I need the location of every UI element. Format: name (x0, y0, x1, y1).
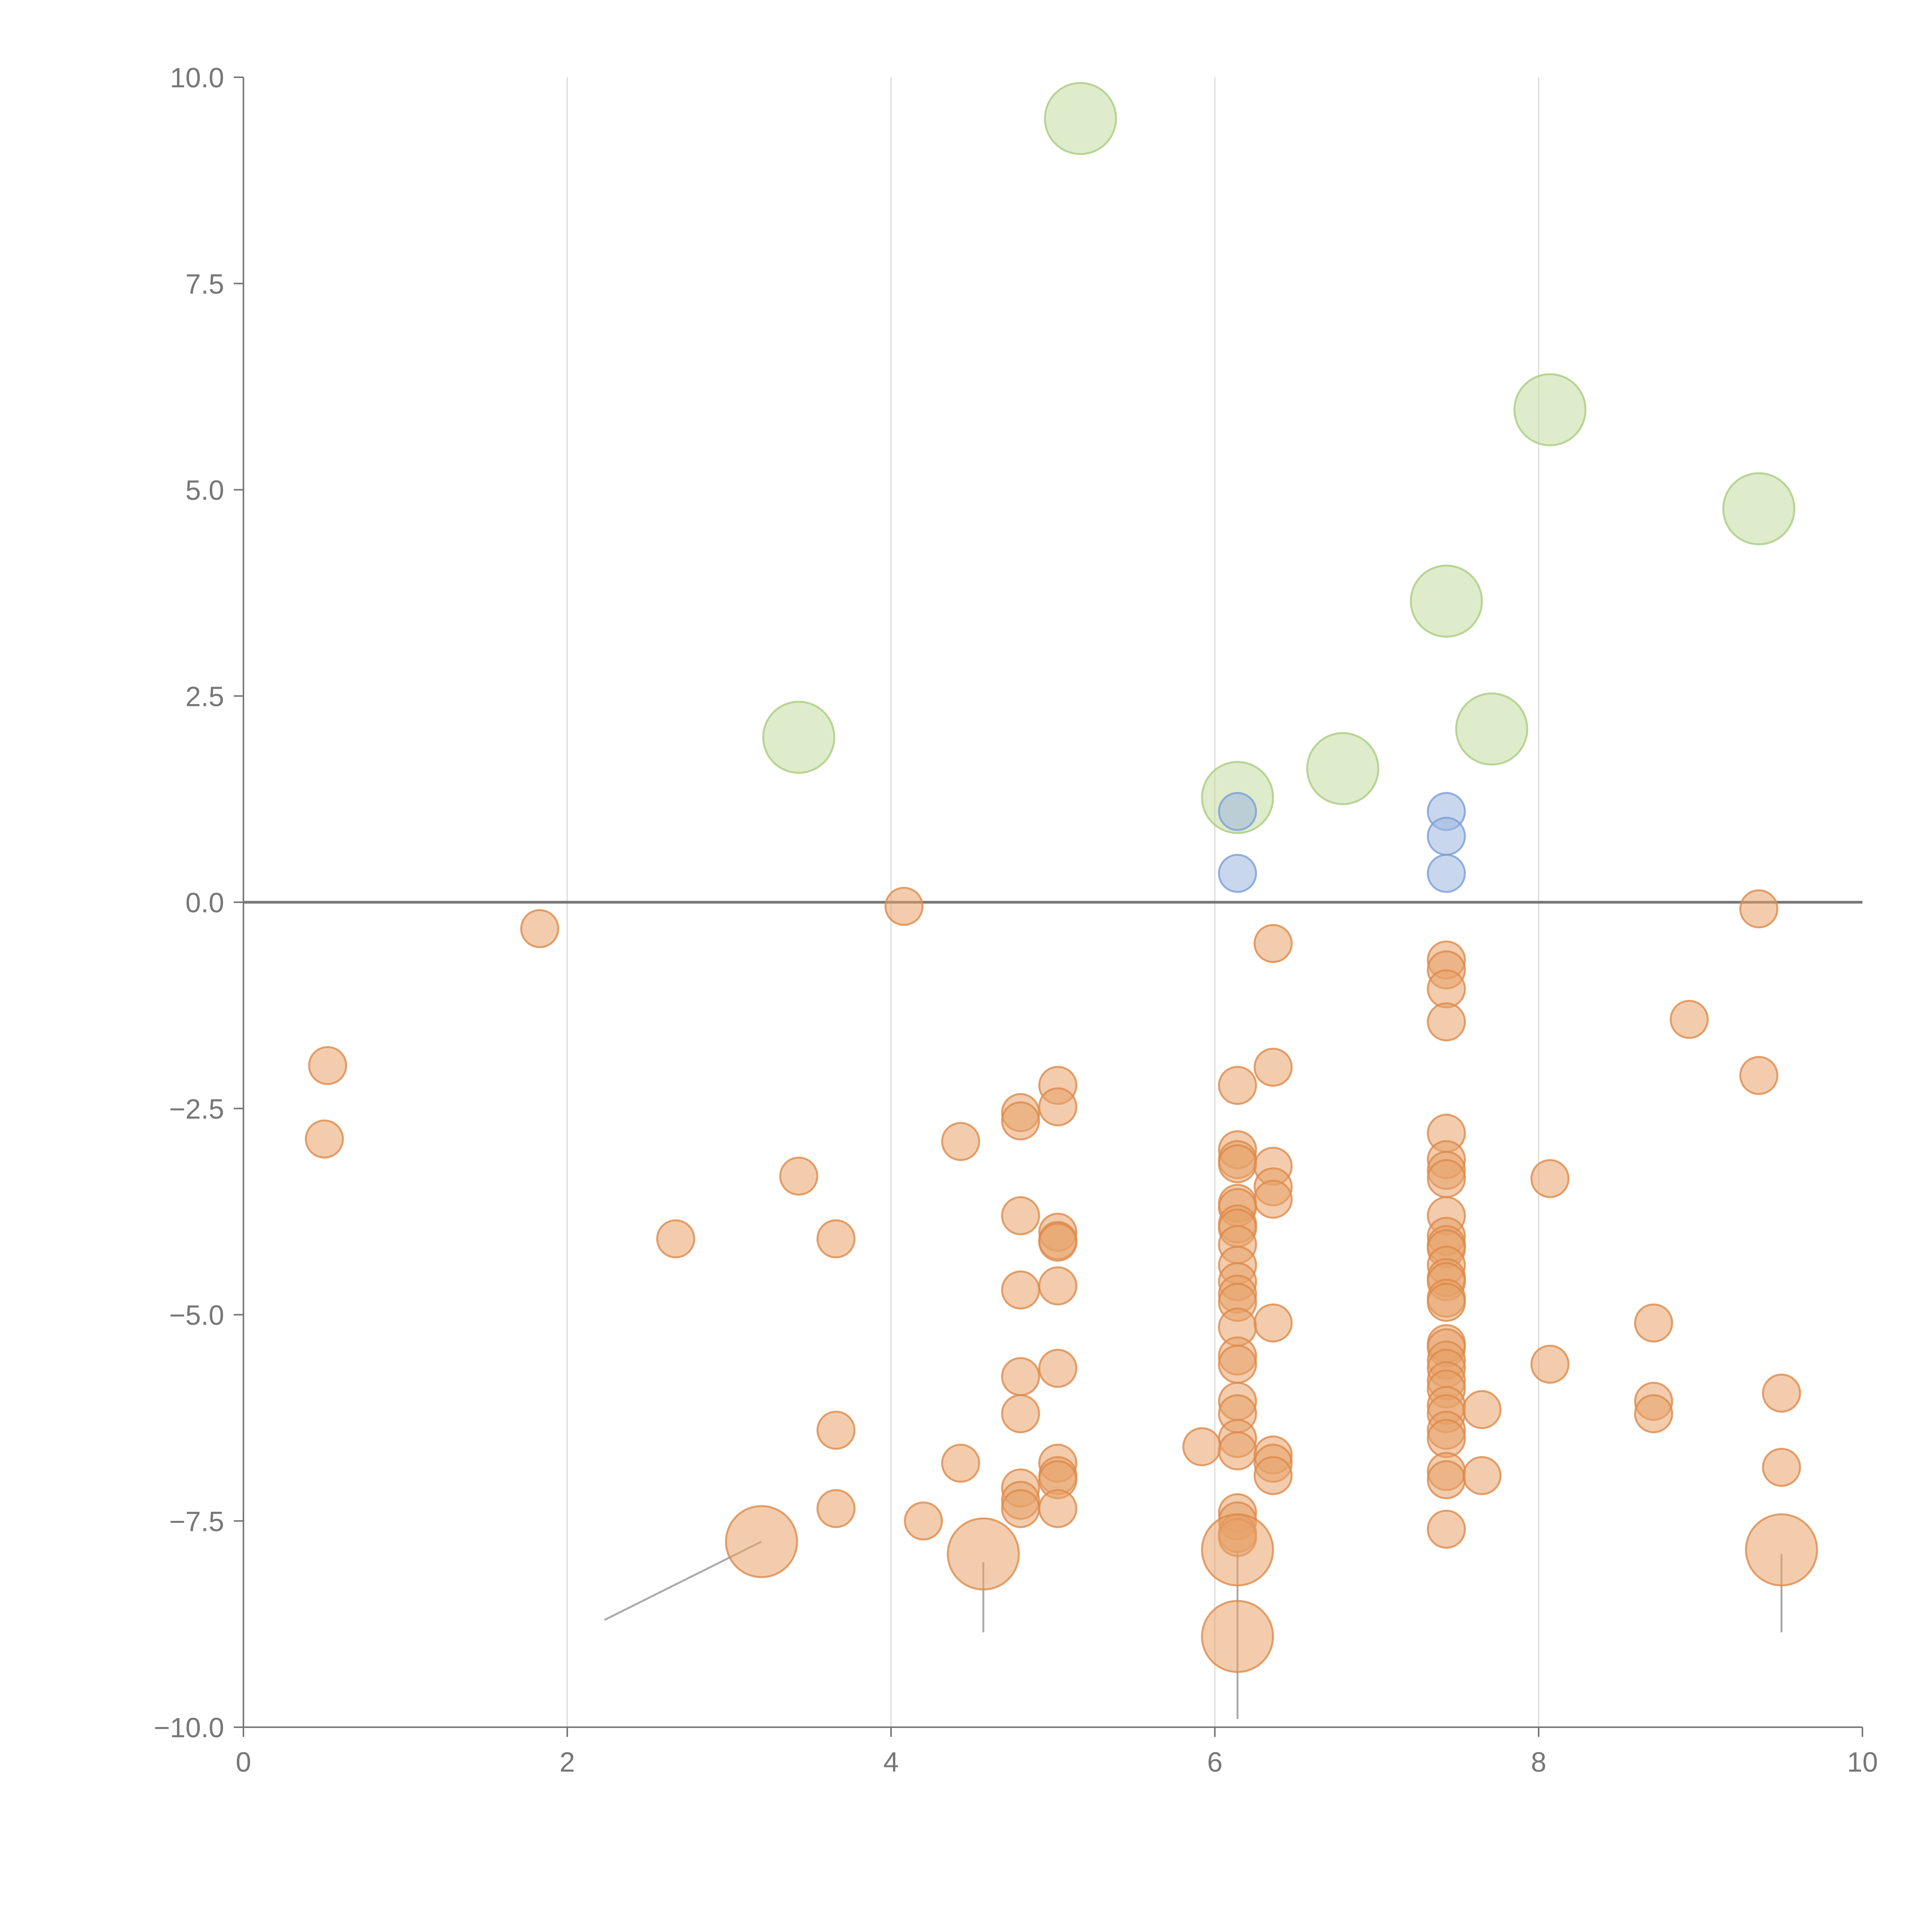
orange-small-bubble (1762, 1447, 1801, 1487)
orange-small-bubble (1001, 1357, 1040, 1396)
orange-small-bubble (1218, 1066, 1257, 1105)
orange-small-bubble (1038, 1087, 1078, 1126)
green-large-bubble (1410, 565, 1483, 638)
orange-small-bubble (941, 1444, 980, 1483)
x-tick-label: 8 (1531, 1747, 1546, 1778)
orange-small-bubble (520, 909, 560, 948)
orange-small-bubble (1038, 1489, 1078, 1528)
orange-small-bubble (816, 1219, 856, 1259)
orange-small-bubble (884, 887, 924, 926)
orange-small-bubble (1427, 1460, 1466, 1499)
orange-small-bubble (1739, 1056, 1779, 1095)
orange-small-bubble (1218, 1345, 1257, 1384)
axis-layer (234, 77, 1863, 1737)
green-large-bubble (1513, 373, 1587, 446)
green-large-bubble (1044, 82, 1117, 155)
orange-small-bubble (1427, 1282, 1466, 1322)
orange-small-bubble (1001, 1394, 1040, 1434)
x-tick-label: 10 (1847, 1747, 1878, 1778)
green-large-bubble (1722, 472, 1796, 546)
blue-small-bubble (1218, 854, 1257, 893)
orange-small-bubble (941, 1122, 980, 1161)
orange-small-bubble (1462, 1456, 1502, 1495)
orange-small-bubble (1253, 1303, 1293, 1343)
orange-small-bubble (1427, 1002, 1466, 1042)
orange-small-bubble (1253, 1180, 1293, 1219)
orange-small-bubble (308, 1046, 347, 1085)
orange-small-bubble (1001, 1196, 1040, 1235)
blue-small-bubble (1427, 854, 1466, 893)
y-tick-label: 10.0 (170, 63, 224, 94)
orange-small-bubble (1218, 1144, 1257, 1184)
orange-large-bubble (1201, 1513, 1274, 1587)
orange-small-bubble (1739, 889, 1779, 929)
orange-large-bubble (725, 1505, 798, 1578)
y-tick-label: −7.5 (169, 1506, 224, 1537)
orange-small-bubble (656, 1219, 696, 1259)
label-layer: 0 2 4 6 8 10 10.0 7.5 5.0 2.5 0.0 −2.5 −5.0 −7.5 −10.0 (154, 63, 1878, 1778)
orange-small-bubble (1427, 1510, 1466, 1549)
y-tick-label: 5.0 (185, 475, 224, 506)
orange-small-bubble (1182, 1427, 1221, 1466)
orange-small-bubble (1427, 1419, 1466, 1458)
orange-small-bubble (1530, 1345, 1570, 1384)
orange-small-bubble (816, 1489, 856, 1528)
y-tick-label: −10.0 (154, 1713, 224, 1743)
orange-small-bubble (1634, 1303, 1673, 1343)
green-large-bubble (1306, 732, 1379, 805)
y-tick-label: −5.0 (169, 1300, 224, 1331)
x-tick-label: 2 (560, 1747, 575, 1778)
orange-small-bubble (1001, 1270, 1040, 1310)
orange-small-bubble (1253, 924, 1293, 963)
orange-small-bubble (305, 1119, 344, 1159)
y-tick-label: −2.5 (169, 1094, 224, 1125)
orange-small-bubble (816, 1410, 856, 1450)
orange-small-bubble (904, 1501, 943, 1541)
y-tick-label: 7.5 (185, 269, 224, 300)
x-tick-label: 0 (236, 1747, 251, 1778)
orange-large-bubble (1201, 1600, 1274, 1673)
orange-small-bubble (1530, 1159, 1570, 1198)
orange-small-bubble (1634, 1394, 1673, 1434)
orange-small-bubble (1427, 1159, 1466, 1198)
y-tick-label: 2.5 (185, 681, 224, 712)
orange-small-bubble (1670, 1000, 1709, 1039)
orange-small-bubble (1427, 969, 1466, 1009)
orange-large-bubble (1745, 1513, 1818, 1587)
orange-small-bubble (1253, 1456, 1293, 1495)
orange-small-bubble (1001, 1489, 1040, 1528)
orange-small-bubble (779, 1156, 818, 1196)
mark-layer (305, 82, 1818, 1673)
orange-small-bubble (1038, 1349, 1078, 1388)
orange-small-bubble (1762, 1373, 1801, 1413)
orange-small-bubble (1038, 1266, 1078, 1306)
green-large-bubble (762, 701, 835, 774)
orange-small-bubble (1218, 1431, 1257, 1471)
blue-small-bubble (1218, 792, 1257, 831)
orange-small-bubble (1462, 1390, 1502, 1429)
y-tick-label: 0.0 (185, 888, 224, 918)
orange-small-bubble (1001, 1101, 1040, 1141)
x-tick-label: 6 (1207, 1747, 1223, 1778)
orange-small-bubble (1253, 1048, 1293, 1087)
green-large-bubble (1455, 692, 1528, 766)
x-tick-label: 4 (883, 1747, 899, 1778)
orange-large-bubble (947, 1517, 1020, 1591)
orange-small-bubble (1038, 1223, 1078, 1262)
blue-small-bubble (1427, 816, 1466, 856)
